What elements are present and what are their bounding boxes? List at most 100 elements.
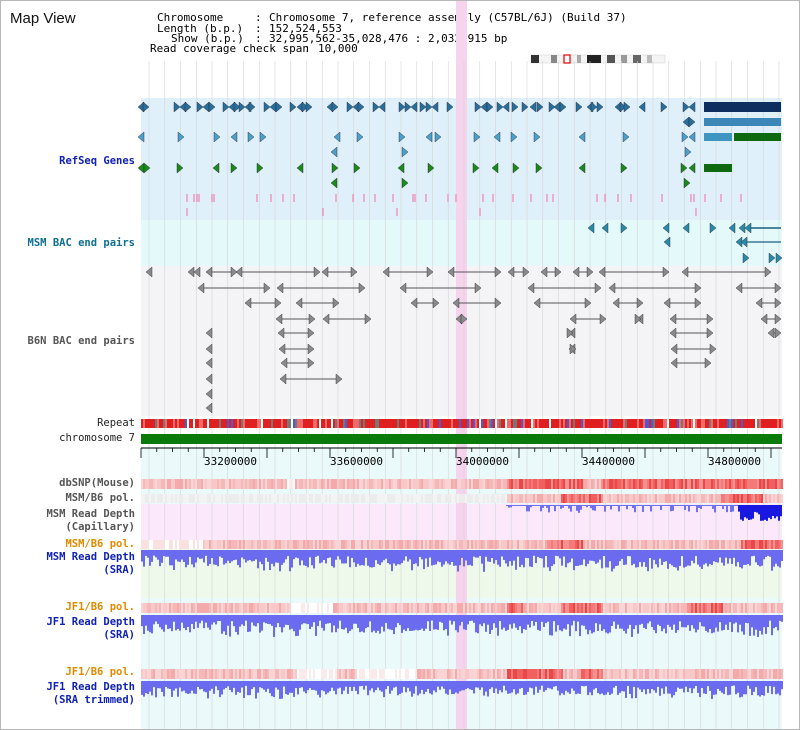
pol-cell (699, 540, 701, 549)
pol-cell (141, 603, 143, 613)
gene-block (704, 118, 781, 126)
depth-bar (503, 550, 505, 560)
depth-bar (612, 505, 614, 506)
pol-cell (345, 669, 347, 679)
pol-cell (417, 540, 419, 549)
bac-end-marker (527, 282, 535, 294)
gene-block (704, 133, 732, 141)
depth-bar (625, 615, 627, 634)
pol-cell (233, 669, 235, 679)
pol-cell (703, 603, 705, 613)
dbsnp-cell (279, 479, 281, 489)
pol-cell (539, 669, 541, 679)
pol-cell (485, 540, 487, 549)
depth-bar (576, 505, 578, 511)
repeat-segment (339, 419, 341, 428)
pol-cell (589, 494, 591, 503)
depth-bar (723, 615, 725, 630)
repeat-segment (187, 419, 189, 428)
dbsnp-cell (243, 479, 245, 489)
repeat-segment (197, 419, 199, 428)
pol-cell (503, 669, 505, 679)
pol-cell (661, 540, 663, 549)
repeat-segment (201, 419, 203, 428)
pol-cell (467, 540, 469, 549)
pol-cell (263, 540, 265, 549)
pol-cell (721, 603, 723, 613)
msm-read-depth-capillary-label[interactable]: MSM Read Depth (Capillary) (46, 508, 135, 533)
pol-cell (377, 669, 379, 679)
msm-b6-pol-label[interactable]: MSM/B6 pol. (65, 492, 135, 504)
pol-cell (461, 669, 463, 679)
repeat-segment (577, 419, 579, 428)
depth-bar (241, 550, 243, 558)
dbsnp-cell (425, 479, 427, 489)
bac-end-marker (308, 313, 316, 325)
pol-cell (533, 669, 535, 679)
gene-block (704, 164, 732, 172)
depth-bar (161, 615, 163, 630)
bac-end-marker (145, 266, 153, 278)
pol-cell (709, 603, 711, 613)
pol-cell (205, 494, 207, 503)
pol-cell (287, 540, 289, 549)
pol-cell (597, 494, 599, 503)
pol-cell (353, 540, 355, 549)
depth-bar (583, 550, 585, 560)
pol-cell (305, 669, 307, 679)
pol-cell (705, 540, 707, 549)
depth-bar (581, 681, 583, 686)
repeat-segment (303, 419, 305, 428)
depth-bar (525, 615, 527, 630)
pol-cell (587, 603, 589, 613)
dbsnp-cell (147, 479, 149, 489)
depth-bar (197, 681, 199, 687)
pol-cell (289, 669, 291, 679)
jf1-read-depth-trimmed-label[interactable]: JF1 Read Depth (SRA trimmed) (46, 681, 135, 706)
depth-bar (756, 505, 758, 513)
repeat-segment (467, 419, 469, 428)
b6n-bac-label[interactable]: B6N BAC end pairs (27, 335, 135, 347)
pol-cell (439, 669, 441, 679)
depth-bar (567, 550, 569, 564)
depth-bar (309, 550, 311, 558)
depth-bar (353, 615, 355, 624)
pol-cell (445, 494, 447, 503)
msm-b6-pol-label-2[interactable]: MSM/B6 pol. (65, 538, 135, 550)
bac-end-marker (634, 313, 642, 325)
depth-bar (664, 505, 666, 506)
pol-cell (669, 669, 671, 679)
gene-marker (331, 101, 339, 113)
depth-bar (403, 615, 405, 630)
pol-cell (709, 669, 711, 679)
pol-cell (317, 669, 319, 679)
jf1-read-depth-sra-label[interactable]: JF1 Read Depth (SRA) (46, 616, 135, 641)
dbsnp-label[interactable]: dbSNP(Mouse) (59, 477, 135, 489)
pol-cell (575, 669, 577, 679)
repeat-segment (599, 419, 601, 428)
msm-read-depth-sra-label[interactable]: MSM Read Depth (SRA) (46, 551, 135, 576)
refseq-genes-label[interactable]: RefSeq Genes (59, 155, 135, 167)
pol-cell (213, 669, 215, 679)
depth-bar (419, 615, 421, 631)
depth-bar (776, 505, 778, 517)
pol-cell (143, 603, 145, 613)
pol-cell (525, 540, 527, 549)
chromosome-ideogram[interactable] (529, 54, 669, 64)
depth-bar (309, 615, 311, 630)
pol-cell (761, 603, 763, 613)
jf1-b6-pol-label-2[interactable]: JF1/B6 pol. (65, 666, 135, 678)
pol-cell (753, 540, 755, 549)
repeat-segment (265, 419, 267, 428)
msm-bac-label[interactable]: MSM BAC end pairs (27, 237, 135, 249)
repeat-segment (403, 419, 405, 428)
depth-bar (582, 505, 584, 506)
depth-bar (553, 681, 555, 687)
pol-cell (665, 540, 667, 549)
depth-bar (561, 681, 563, 694)
jf1-b6-pol-label[interactable]: JF1/B6 pol. (65, 601, 135, 613)
pol-cell (359, 603, 361, 613)
pol-cell (257, 669, 259, 679)
depth-bar (477, 615, 479, 634)
